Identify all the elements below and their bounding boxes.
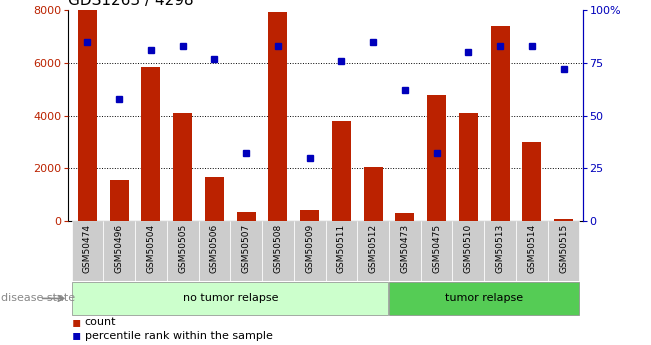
Bar — [484, 221, 516, 281]
Bar — [78, 10, 97, 221]
Bar — [357, 221, 389, 281]
Text: tumor relapse: tumor relapse — [445, 294, 523, 303]
Bar — [554, 219, 573, 221]
Text: GDS1263 / 4298: GDS1263 / 4298 — [68, 0, 194, 8]
Text: GSM50514: GSM50514 — [527, 224, 536, 273]
Text: ▪: ▪ — [72, 315, 81, 329]
Bar — [427, 95, 446, 221]
Text: GSM50508: GSM50508 — [273, 224, 283, 273]
Text: disease state: disease state — [1, 294, 75, 303]
Bar — [135, 221, 167, 281]
Bar — [522, 142, 542, 221]
Bar — [294, 221, 326, 281]
Text: GSM50515: GSM50515 — [559, 224, 568, 273]
Bar — [332, 121, 351, 221]
Text: GSM50505: GSM50505 — [178, 224, 187, 273]
Text: GSM50506: GSM50506 — [210, 224, 219, 273]
Text: GSM50507: GSM50507 — [242, 224, 251, 273]
Text: GSM50496: GSM50496 — [115, 224, 124, 273]
Bar — [104, 221, 135, 281]
Bar — [109, 180, 129, 221]
Bar — [236, 211, 256, 221]
Text: ▪: ▪ — [72, 328, 81, 343]
Bar — [421, 221, 452, 281]
Bar — [459, 113, 478, 221]
Text: GSM50509: GSM50509 — [305, 224, 314, 273]
Text: GSM50512: GSM50512 — [368, 224, 378, 273]
Text: no tumor relapse: no tumor relapse — [182, 294, 278, 303]
Bar — [395, 213, 415, 221]
Bar — [452, 221, 484, 281]
Bar — [547, 221, 579, 281]
Text: count: count — [85, 317, 116, 327]
Bar — [300, 210, 319, 221]
Text: GSM50513: GSM50513 — [495, 224, 505, 273]
Bar — [205, 177, 224, 221]
Bar — [167, 221, 199, 281]
Text: GSM50504: GSM50504 — [146, 224, 156, 273]
Bar — [389, 282, 579, 315]
Text: GSM50510: GSM50510 — [464, 224, 473, 273]
Bar — [389, 221, 421, 281]
Text: GSM50511: GSM50511 — [337, 224, 346, 273]
Bar — [230, 221, 262, 281]
Bar — [173, 113, 192, 221]
Bar — [72, 221, 104, 281]
Bar — [262, 221, 294, 281]
Bar — [326, 221, 357, 281]
Bar — [268, 12, 287, 221]
Bar — [364, 167, 383, 221]
Bar — [72, 282, 389, 315]
Bar — [491, 26, 510, 221]
Bar — [141, 67, 160, 221]
Text: GSM50475: GSM50475 — [432, 224, 441, 273]
Bar — [199, 221, 230, 281]
Bar — [516, 221, 547, 281]
Text: GSM50473: GSM50473 — [400, 224, 409, 273]
Text: GSM50474: GSM50474 — [83, 224, 92, 273]
Text: percentile rank within the sample: percentile rank within the sample — [85, 331, 273, 341]
